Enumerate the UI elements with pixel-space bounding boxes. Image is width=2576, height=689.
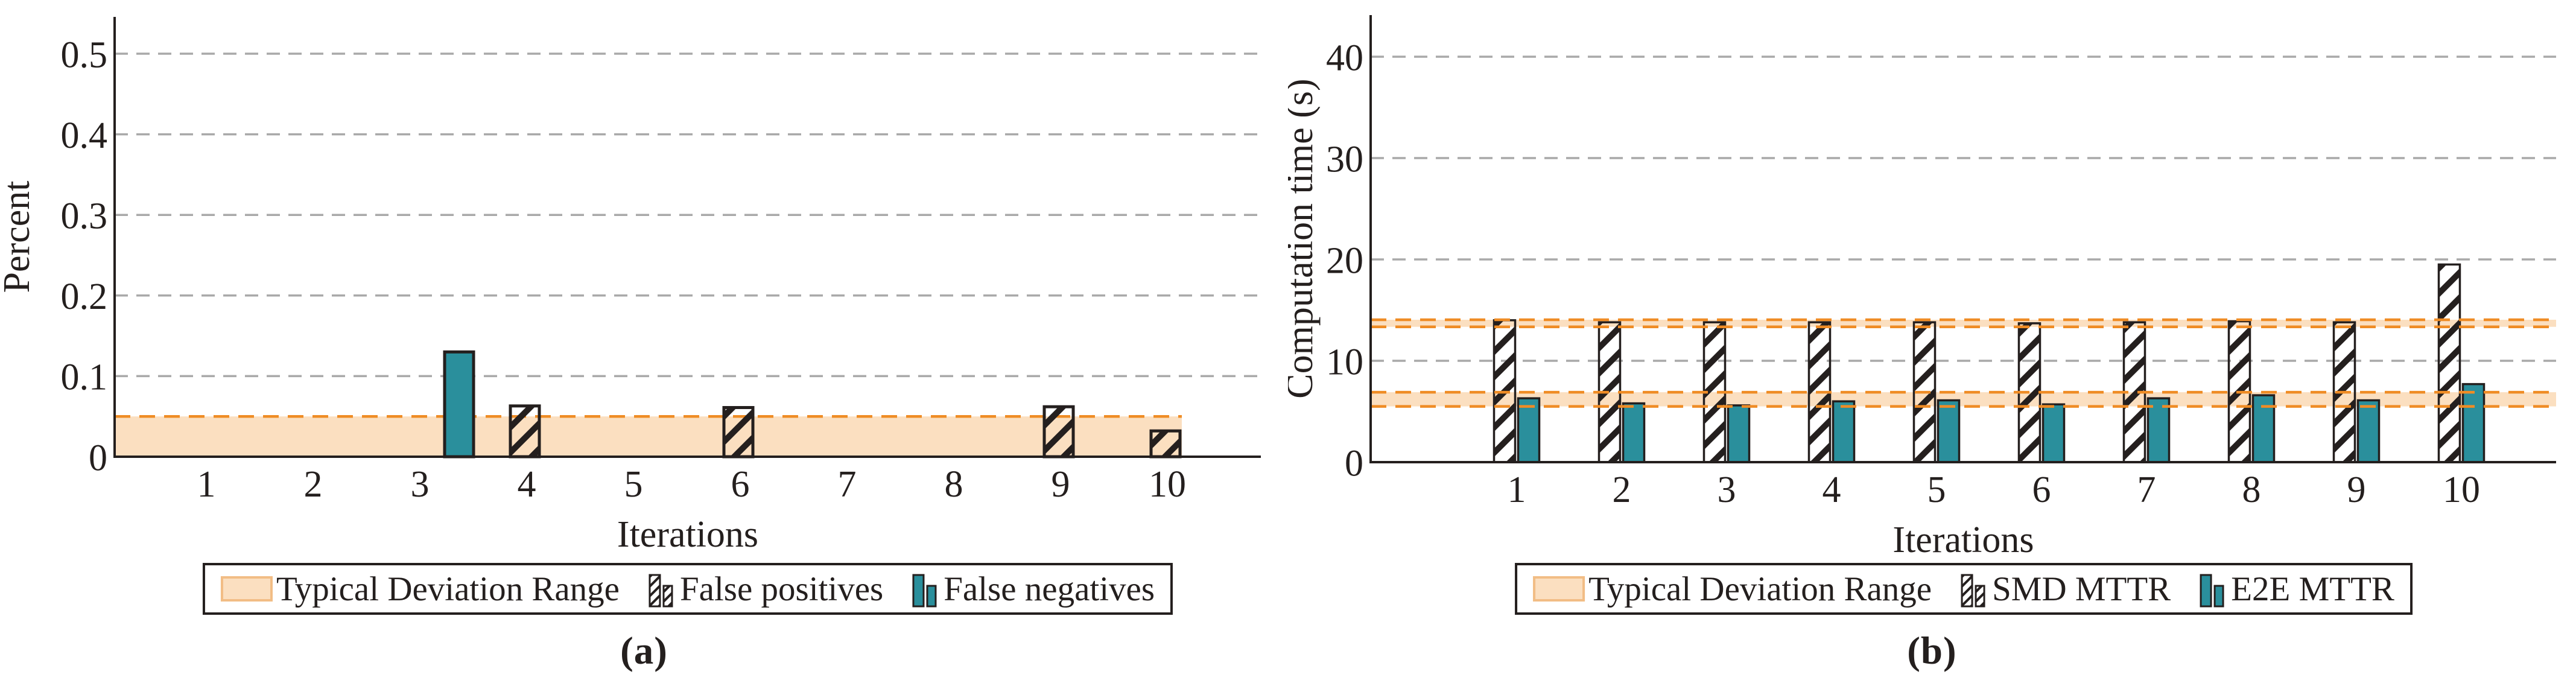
x-tick-label: 1: [1508, 469, 1526, 510]
x-tick-label: 4: [518, 464, 536, 505]
hatched-bars-icon: [649, 574, 673, 608]
gridlines: [115, 52, 1261, 378]
panel-b: 0 10 20 30 40 1 2 3 4 5 6 7 8 9 10 Iterations Computatio…: [1288, 0, 2576, 689]
bar: [1937, 399, 1961, 463]
x-tick-label: 4: [1823, 469, 1841, 510]
bars-teal: [443, 350, 475, 459]
x-tick-label: 6: [731, 464, 750, 505]
bar: [443, 350, 475, 459]
legend-label: Typical Deviation Range: [1588, 570, 1932, 608]
y-tick-label: 0: [89, 437, 107, 478]
legend-item-e2e-mttr: E2E MTTR: [2198, 570, 2394, 608]
legend-item-smd-mttr: SMD MTTR: [1959, 570, 2171, 608]
legend-label: E2E MTTR: [2231, 570, 2394, 608]
band-swatch-icon: [220, 576, 273, 602]
y-tick-label: 40: [1326, 37, 1363, 78]
y-tick-label: 0.4: [61, 115, 108, 156]
teal-bars-icon: [2200, 574, 2224, 608]
x-tick-label: 2: [1613, 469, 1631, 510]
panel-a: 0 0.1 0.2 0.3 0.4 0.5 1 2 3 4 5 6 7 8 9 10 Iterations Per…: [0, 17, 1261, 673]
x-tick-label: 1: [197, 464, 216, 505]
bar: [1517, 397, 1541, 463]
caption-a: (a): [620, 629, 668, 673]
x-tick-label: 6: [2032, 469, 2051, 510]
bar: [1149, 429, 1182, 459]
x-axis-title: Iterations: [617, 514, 758, 555]
bar: [1727, 404, 1751, 463]
x-tick-label: 9: [2347, 469, 2366, 510]
y-tick-label: 0.3: [61, 196, 108, 237]
x-tick-label: 7: [2137, 469, 2156, 510]
y-tick-label: 0.2: [61, 276, 108, 317]
deviation-bands: [115, 416, 1182, 457]
legend-item-typical-deviation-range: Typical Deviation Range: [220, 570, 620, 608]
bar-chart-b: 0 10 20 30 40 1 2 3 4 5 6 7 8 9 10 Iterations Computatio…: [1288, 15, 2556, 560]
x-tick-label: 8: [2242, 469, 2261, 510]
bar: [1832, 400, 1856, 463]
y-tick-label: 30: [1326, 139, 1363, 180]
hatched-bars-icon: [1961, 574, 1985, 608]
bar: [2041, 403, 2066, 463]
bar: [2437, 263, 2461, 463]
legend-label: False positives: [679, 570, 884, 608]
legend-label: SMD MTTR: [1992, 570, 2171, 608]
bar: [2146, 397, 2171, 463]
y-tick-label: 0.5: [61, 34, 108, 75]
band-swatch-icon: [1533, 576, 1585, 602]
x-tick-label: 3: [1718, 469, 1736, 510]
legend-item-false-negatives: False negatives: [911, 570, 1155, 608]
bar: [509, 404, 541, 459]
x-tick-label: 2: [304, 464, 323, 505]
y-axis-title: Computation time (s): [1288, 78, 1321, 398]
bars-teal: [1517, 383, 2486, 463]
legend-label: False negatives: [944, 570, 1155, 608]
x-tick-label: 7: [838, 464, 857, 505]
y-tick-label: 20: [1326, 240, 1363, 281]
bar: [1042, 405, 1075, 459]
x-tick-label: 5: [624, 464, 643, 505]
x-tick-label: 5: [1927, 469, 1946, 510]
bars-hatched: [509, 404, 1182, 459]
bar: [2461, 383, 2486, 463]
x-tick-label: 10: [2443, 469, 2480, 510]
bar-chart-a: 0 0.1 0.2 0.3 0.4 0.5 1 2 3 4 5 6 7 8 9 10 Iterations Per…: [0, 17, 1261, 555]
x-tick-label: 3: [411, 464, 430, 505]
legend-item-false-positives: False positives: [647, 570, 883, 608]
caption-b: (b): [1907, 629, 1957, 673]
bar: [722, 406, 755, 459]
x-tick-label: 9: [1052, 464, 1070, 505]
y-axis-title: Percent: [0, 181, 37, 293]
legend-label: Typical Deviation Range: [276, 570, 620, 608]
x-tick-label: 8: [945, 464, 963, 505]
gridlines: [1371, 56, 2556, 362]
teal-bars-icon: [912, 574, 937, 608]
y-tick-label: 10: [1326, 341, 1363, 383]
y-tick-label: 0.1: [61, 357, 108, 398]
y-tick-label: 0: [1345, 443, 1363, 484]
legend-item-typical-deviation-range: Typical Deviation Range: [1533, 572, 1932, 606]
x-axis-title: Iterations: [1892, 519, 2034, 560]
legend-a: Typical Deviation Range False positives: [202, 563, 1173, 615]
legend-b: Typical Deviation Range SMD MTTR: [1515, 563, 2413, 615]
bar: [2356, 399, 2381, 463]
bar: [1622, 402, 1646, 463]
x-tick-label: 10: [1149, 464, 1186, 505]
